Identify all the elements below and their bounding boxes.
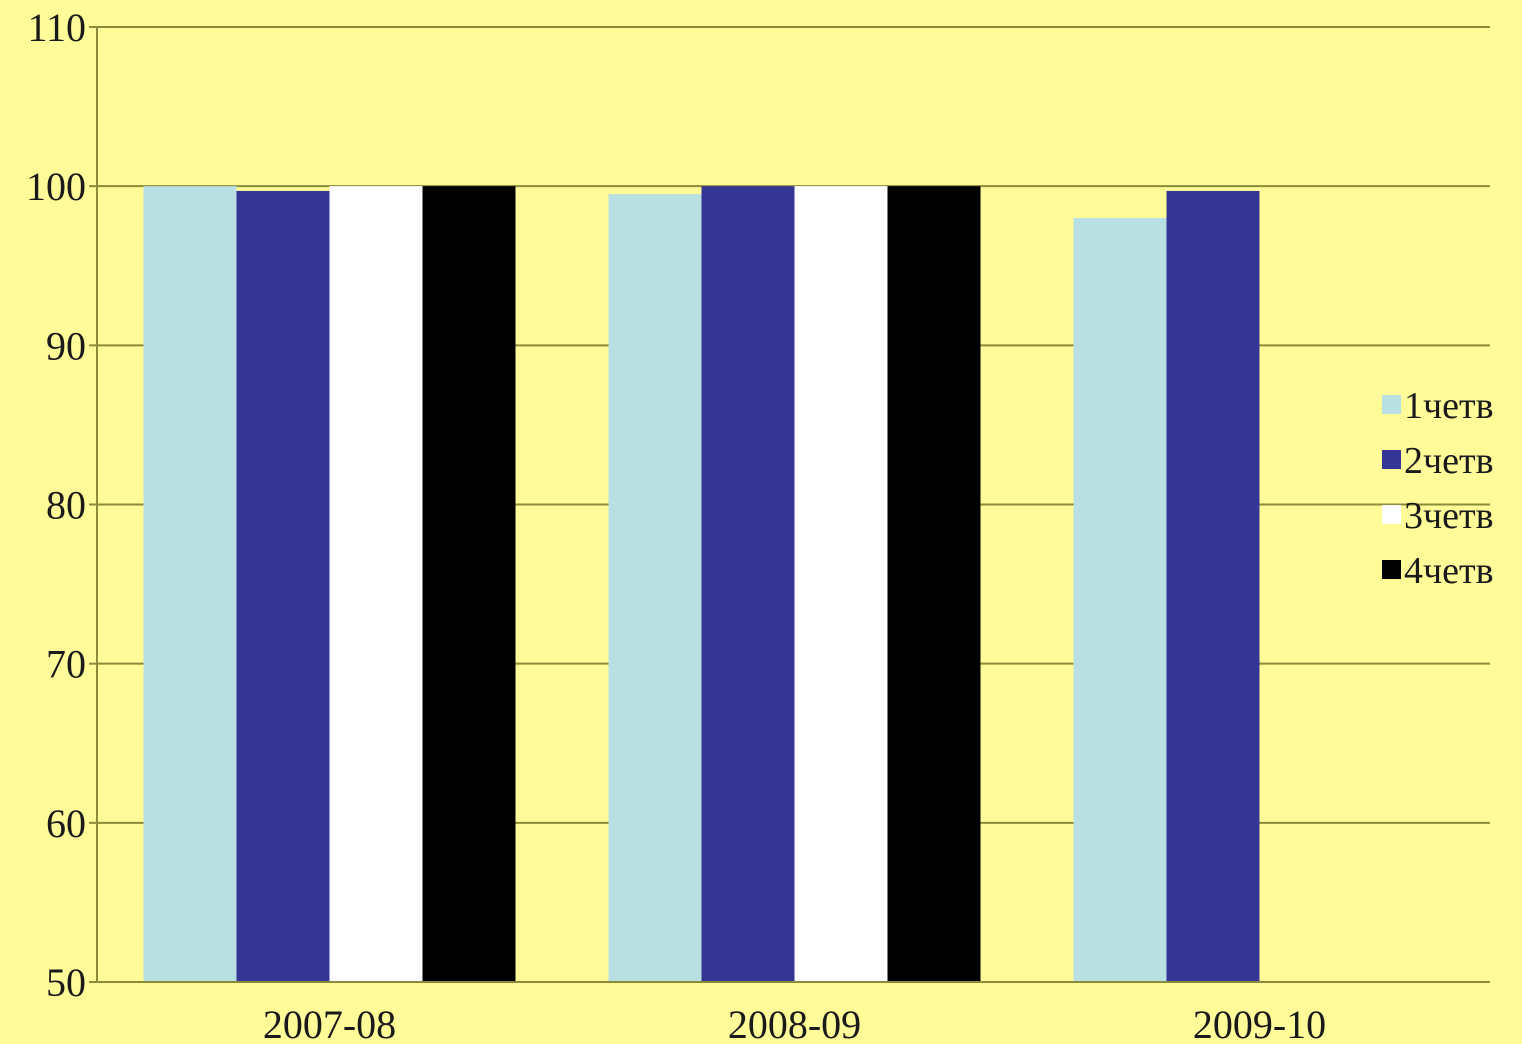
x-tick-label-2007-08: 2007-08 [263, 1002, 396, 1044]
bar-2009-10-1четв [1073, 218, 1167, 982]
y-tick-label-80: 80 [46, 483, 86, 528]
bars [143, 186, 1260, 983]
bar-2008-09-2четв [701, 186, 795, 982]
y-tick-label-70: 70 [46, 642, 86, 687]
y-tick-label-110: 110 [27, 5, 86, 50]
bar-2008-09-1четв [608, 194, 702, 982]
legend: 1четв 2четв 3четв 4четв [1382, 385, 1494, 592]
y-tick-label-50: 50 [46, 960, 86, 1005]
legend-label-1четв: 1четв [1404, 385, 1494, 427]
legend-swatch-1четв [1382, 395, 1401, 414]
x-tick-label-2008-09: 2008-09 [728, 1002, 861, 1044]
y-tick-label-60: 60 [46, 801, 86, 846]
axes [89, 26, 1490, 983]
legend-swatch-4четв [1382, 560, 1401, 579]
y-tick-label-100: 100 [26, 164, 86, 209]
x-tick-label-2009-10: 2009-10 [1193, 1002, 1326, 1044]
bar-2007-08-4четв [422, 186, 516, 982]
y-tick-label-90: 90 [46, 323, 86, 368]
legend-label-3четв: 3четв [1404, 495, 1494, 537]
bar-2009-10-2четв [1166, 190, 1260, 983]
legend-swatch-3четв [1382, 505, 1401, 524]
x-tick-labels: 2007-08 2008-09 2009-10 [263, 1002, 1326, 1044]
bar-2008-09-4четв [887, 186, 981, 982]
legend-label-2четв: 2четв [1404, 440, 1494, 482]
legend-label-4четв: 4четв [1404, 550, 1494, 592]
y-tick-labels: 50 60 70 80 90 100 110 [26, 5, 86, 1005]
bar-2007-08-1четв [143, 186, 237, 982]
bar-2007-08-2четв [236, 190, 330, 983]
bar-2008-09-3четв [794, 186, 888, 982]
legend-swatch-2четв [1382, 450, 1401, 469]
bar-2007-08-3четв [329, 186, 423, 982]
